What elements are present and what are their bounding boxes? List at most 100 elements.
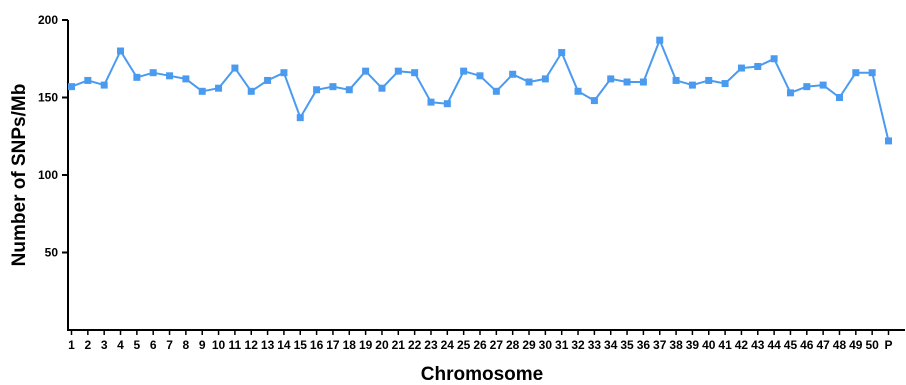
x-tick-label: 30 <box>539 338 553 352</box>
data-point-marker <box>264 76 272 84</box>
data-point-marker <box>705 76 713 84</box>
x-tick-label: 13 <box>261 338 275 352</box>
data-point-marker <box>313 86 321 94</box>
x-tick-label: 20 <box>375 338 389 352</box>
y-tick-label: 200 <box>38 13 58 27</box>
x-tick-label: 17 <box>326 338 340 352</box>
data-point-marker <box>754 63 762 70</box>
data-point-marker <box>329 83 337 91</box>
data-point-marker <box>166 72 174 80</box>
data-point-marker <box>411 69 419 77</box>
x-tick-label: 12 <box>245 338 259 352</box>
x-tick-label: 19 <box>359 338 373 352</box>
data-point-marker <box>770 55 778 63</box>
data-point-marker <box>835 94 843 101</box>
data-point-marker <box>198 87 206 95</box>
x-tick-label: 7 <box>166 338 173 352</box>
y-axis-title: Number of SNPs/Mb <box>9 84 30 267</box>
x-tick-label: 48 <box>833 338 847 352</box>
data-point-marker <box>378 84 386 92</box>
data-point-marker <box>786 89 794 97</box>
x-tick-label: 1 <box>68 338 75 352</box>
y-tick-label: 50 <box>45 246 59 260</box>
x-tick-label: 22 <box>408 338 422 352</box>
data-point-marker <box>247 87 255 95</box>
x-tick-label: 16 <box>310 338 324 352</box>
x-tick-label: 31 <box>555 338 569 352</box>
series-line <box>71 39 890 142</box>
x-tick-label: 38 <box>669 338 683 352</box>
x-tick-label: 40 <box>702 338 716 352</box>
x-tick-label: 28 <box>506 338 520 352</box>
x-tick-label: 29 <box>522 338 536 352</box>
data-point-marker <box>460 67 468 75</box>
x-tick-label: 23 <box>424 338 438 352</box>
x-tick-label: 32 <box>571 338 585 352</box>
data-point-marker <box>803 83 811 91</box>
data-point-marker <box>623 78 631 86</box>
data-point-marker <box>345 86 353 94</box>
data-point-marker <box>885 137 892 145</box>
data-point-marker <box>868 69 876 77</box>
x-tick-label: 4 <box>117 338 124 352</box>
data-point-marker <box>231 64 239 72</box>
data-point-marker <box>215 84 223 92</box>
x-tick-label: 5 <box>134 338 141 352</box>
data-point-marker <box>476 72 484 80</box>
x-tick-label: 18 <box>343 338 357 352</box>
data-point-marker <box>84 76 92 84</box>
series-layer <box>68 36 892 145</box>
y-tick-label: 150 <box>38 91 58 105</box>
y-tick-label: 100 <box>38 168 58 182</box>
x-tick-label: P <box>884 338 892 352</box>
x-tick-label: 24 <box>441 338 455 352</box>
data-point-marker <box>149 69 157 77</box>
data-point-marker <box>819 81 827 89</box>
x-tick-label: 42 <box>735 338 749 352</box>
data-point-marker <box>509 70 517 78</box>
data-point-marker <box>541 75 549 83</box>
y-ticks: 50 100 150 200 <box>38 13 68 260</box>
data-point-marker <box>525 78 533 86</box>
data-point-marker <box>443 100 451 108</box>
data-point-marker <box>182 75 190 83</box>
x-tick-label: 14 <box>277 338 291 352</box>
data-point-marker <box>133 73 141 81</box>
data-point-marker <box>656 36 664 44</box>
x-tick-label: 27 <box>490 338 504 352</box>
x-tick-label: 36 <box>637 338 651 352</box>
data-point-marker <box>296 114 304 122</box>
data-point-marker <box>427 98 435 106</box>
x-tick-label: 10 <box>212 338 226 352</box>
data-point-marker <box>639 78 647 86</box>
x-tick-label: 47 <box>816 338 830 352</box>
data-point-marker <box>607 75 615 83</box>
x-tick-label: 25 <box>457 338 471 352</box>
data-point-marker <box>721 80 729 88</box>
data-point-marker <box>672 76 680 84</box>
x-tick-label: 15 <box>294 338 308 352</box>
data-point-marker <box>68 83 75 91</box>
x-tick-label: 26 <box>473 338 487 352</box>
x-tick-label: 6 <box>150 338 157 352</box>
x-tick-label: 49 <box>849 338 863 352</box>
x-tick-label: 44 <box>767 338 781 352</box>
x-tick-label: 46 <box>800 338 814 352</box>
data-point-marker <box>688 81 696 89</box>
x-tick-label: 3 <box>101 338 108 352</box>
x-tick-label: 43 <box>751 338 765 352</box>
data-point-marker <box>574 87 582 95</box>
x-axis-title: Chromosome <box>421 364 543 385</box>
x-tick-label: 41 <box>718 338 732 352</box>
x-tick-label: 39 <box>686 338 700 352</box>
data-point-marker <box>100 81 108 89</box>
x-tick-label: 21 <box>392 338 406 352</box>
x-tick-label: 2 <box>84 338 91 352</box>
x-tick-label: 35 <box>620 338 634 352</box>
data-point-marker <box>852 69 860 77</box>
data-point-marker <box>394 67 402 75</box>
data-point-marker <box>117 47 125 55</box>
x-tick-label: 45 <box>784 338 798 352</box>
x-tick-label: 37 <box>653 338 667 352</box>
